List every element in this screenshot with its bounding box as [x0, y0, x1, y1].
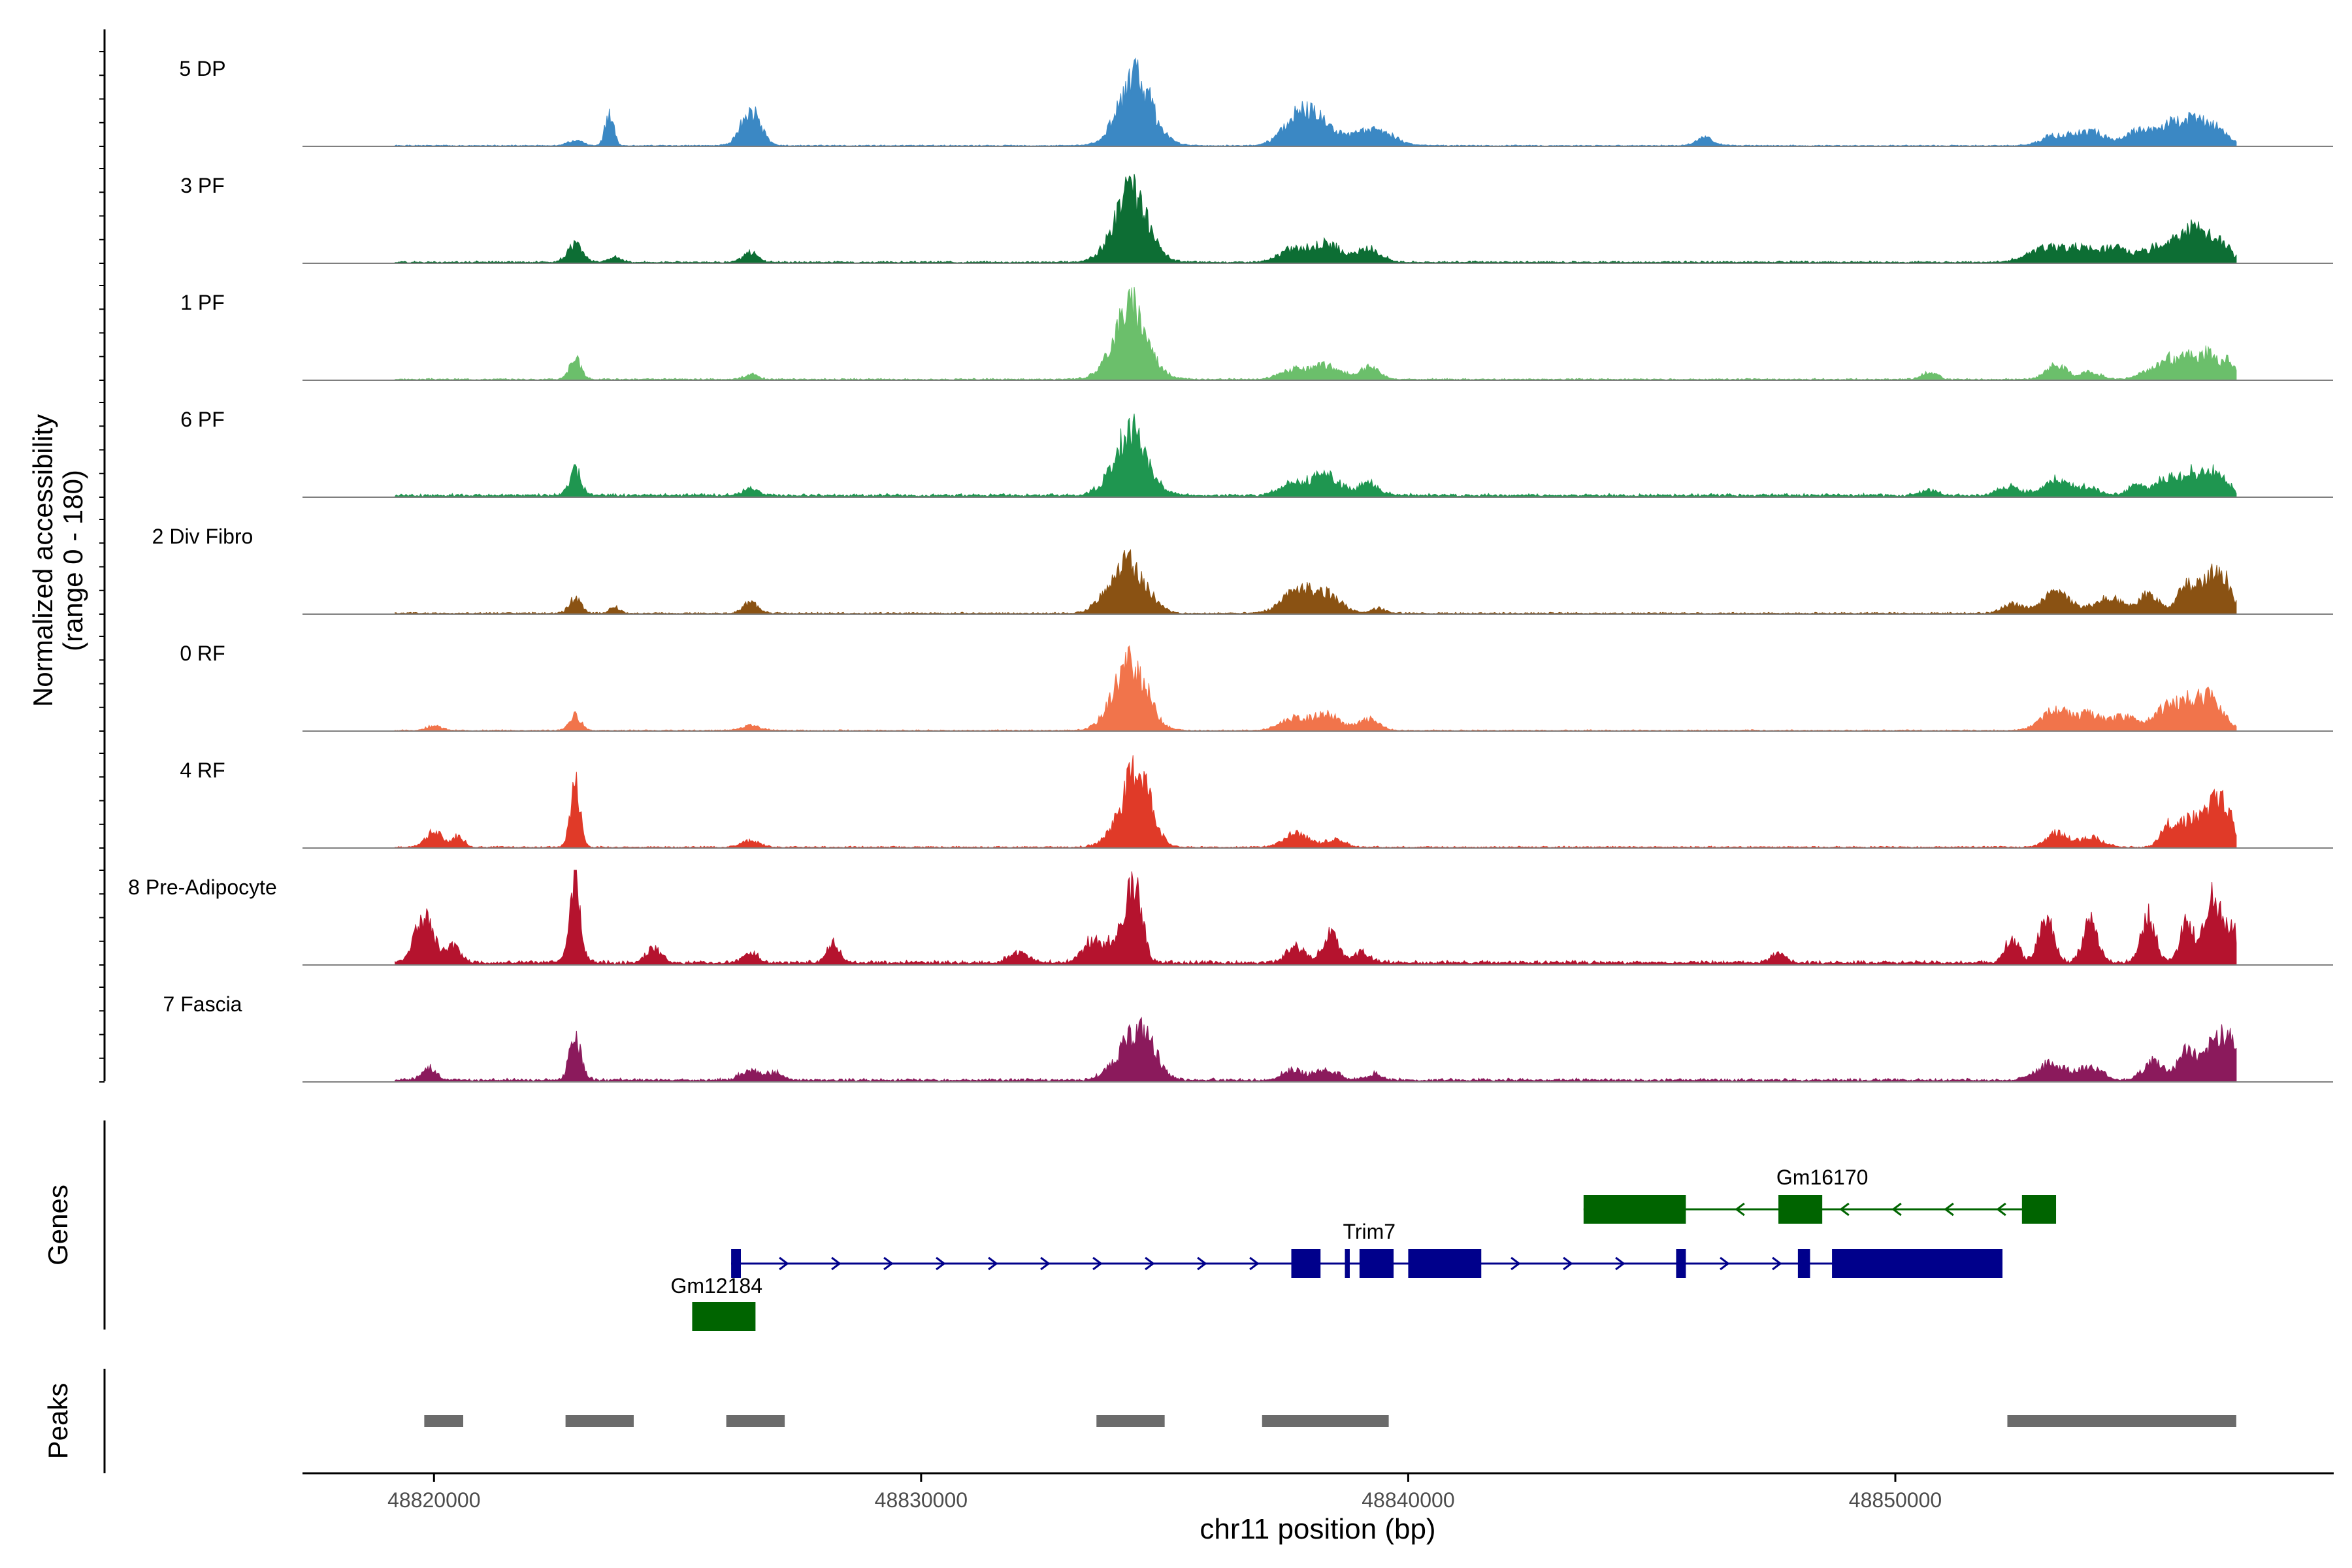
exon	[1408, 1249, 1482, 1278]
coverage-y-ticks	[99, 51, 105, 1083]
x-tick-label: 48820000	[387, 1488, 480, 1512]
exon	[692, 1302, 756, 1331]
track-8-pre-adipocyte: 8 Pre-Adipocyte	[128, 870, 2333, 966]
strand-arrow	[831, 1256, 841, 1271]
strand-arrow	[1511, 1256, 1521, 1271]
track-label: 3 PF	[180, 174, 225, 197]
x-axis-label: chr11 position (bp)	[1200, 1513, 1435, 1545]
track-0-rf: 0 RF	[180, 642, 2333, 732]
x-tick-label: 48850000	[1849, 1488, 1942, 1512]
track-6-pf: 6 PF	[180, 408, 2333, 498]
y-axis-label-line2: (range 0 - 180)	[57, 470, 88, 651]
coverage-area	[395, 174, 2237, 264]
track-label: 0 RF	[180, 642, 225, 665]
x-tick-label: 48840000	[1362, 1488, 1454, 1512]
exon	[1345, 1249, 1350, 1278]
exon	[1797, 1249, 1810, 1278]
strand-arrow	[1720, 1256, 1730, 1271]
exon	[1583, 1195, 1686, 1224]
strand-arrow	[1891, 1202, 1902, 1217]
strand-arrow	[1563, 1256, 1573, 1271]
coverage-area	[395, 1017, 2237, 1083]
exon	[1778, 1195, 1823, 1224]
axes: Normalized accessibility (range 0 - 180)…	[27, 29, 2334, 1545]
coverage-tracks: 5 DP 3 PF 1 PF 6 PF 2 Div Fibro 0 RF 4 RF 8 Pre…	[128, 57, 2333, 1083]
exon	[731, 1249, 742, 1278]
strand-arrow	[988, 1256, 998, 1271]
strand-arrow	[1839, 1202, 1850, 1217]
exon	[1291, 1249, 1321, 1278]
exon	[1676, 1249, 1686, 1278]
coverage-area	[395, 287, 2237, 381]
genes-panel-label: Genes	[42, 1184, 73, 1266]
track-label: 6 PF	[180, 408, 225, 431]
peaks-panel-label: Peaks	[42, 1383, 73, 1460]
exon	[2021, 1195, 2057, 1224]
track-2-div-fibro: 2 Div Fibro	[152, 525, 2333, 615]
strand-arrow	[1145, 1256, 1155, 1271]
track-7-fascia: 7 Fascia	[163, 992, 2333, 1083]
coverage-area	[395, 549, 2237, 615]
strand-arrow	[1615, 1256, 1625, 1271]
peak-region	[726, 1415, 785, 1427]
strand-arrow	[779, 1256, 789, 1271]
x-axis-ticks: 48820000 48830000 48840000 48850000	[387, 1473, 1942, 1512]
peak-region	[2007, 1415, 2236, 1427]
strand-arrow	[1772, 1256, 1782, 1271]
strand-arrow	[1040, 1256, 1051, 1271]
track-5-dp: 5 DP	[179, 57, 2333, 147]
peak-region	[565, 1415, 634, 1427]
strand-arrow	[936, 1256, 946, 1271]
track-label: 2 Div Fibro	[152, 525, 253, 548]
strand-arrow	[1249, 1256, 1260, 1271]
gene-annotation-panel: Gm16170 Trim7 Gm12184	[670, 1166, 2057, 1331]
track-label: 1 PF	[180, 291, 225, 314]
strand-arrow	[1996, 1202, 2006, 1217]
track-label: 5 DP	[179, 57, 225, 80]
coverage-area	[395, 414, 2237, 498]
strand-arrow	[1092, 1256, 1103, 1271]
coverage-area	[395, 870, 2237, 966]
strand-arrow	[1944, 1202, 1954, 1217]
strand-arrow	[1197, 1256, 1207, 1271]
strand-arrow	[883, 1256, 894, 1271]
peak-region	[1262, 1415, 1389, 1427]
peak-region	[424, 1415, 464, 1427]
track-label: 4 RF	[180, 759, 225, 782]
peak-panel	[424, 1415, 2236, 1427]
track-1-pf: 1 PF	[180, 287, 2333, 381]
track-label: 7 Fascia	[163, 992, 242, 1016]
x-tick-label: 48830000	[875, 1488, 968, 1512]
gene-gm16170: Gm16170	[1583, 1166, 2057, 1224]
exon	[1359, 1249, 1394, 1278]
peak-region	[1096, 1415, 1165, 1427]
coverage-area	[395, 755, 2237, 849]
gene-label: Gm16170	[1776, 1166, 1869, 1189]
track-label: 8 Pre-Adipocyte	[128, 875, 277, 899]
gene-label: Trim7	[1343, 1220, 1396, 1243]
y-axis-label-line1: Normalized accessibility	[27, 414, 58, 707]
gene-trim7: Trim7	[731, 1220, 2003, 1278]
gene-gm12184: Gm12184	[670, 1274, 762, 1331]
gene-label: Gm12184	[670, 1274, 762, 1298]
track-4-rf: 4 RF	[180, 755, 2333, 849]
exon	[1832, 1249, 2003, 1278]
strand-arrow	[1735, 1202, 1745, 1217]
track-3-pf: 3 PF	[180, 174, 2333, 264]
